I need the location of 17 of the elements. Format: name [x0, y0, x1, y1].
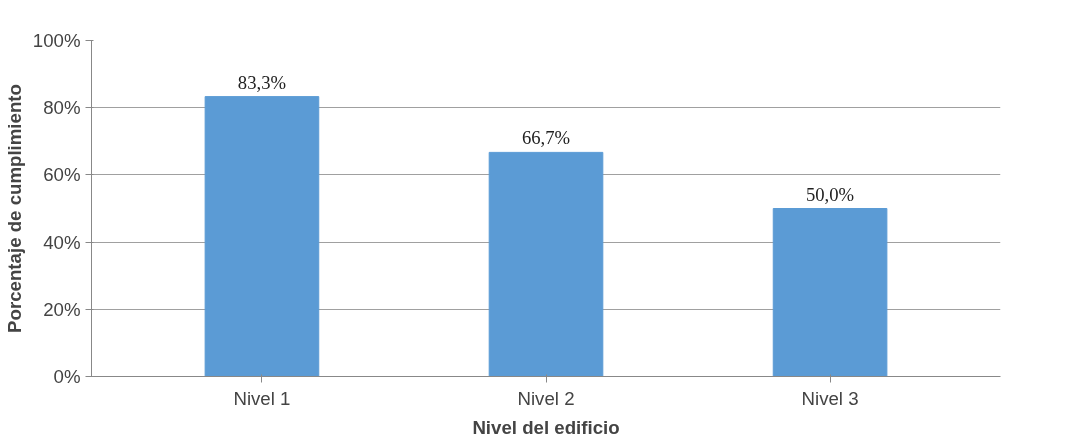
x-axis-title: Nivel del edificio	[472, 416, 620, 438]
y-tick-label: 20%	[43, 298, 81, 320]
y-axis-title: Porcentaje de cumplimiento	[3, 84, 25, 333]
y-tick-label: 0%	[53, 366, 81, 387]
y-tick-label: 40%	[43, 231, 81, 253]
data-label: 50,0%	[805, 183, 855, 205]
x-tick-label: Nivel 1	[233, 387, 291, 409]
data-label: 83,3%	[237, 71, 287, 93]
bar	[772, 208, 888, 377]
x-tick-label: Nivel 3	[801, 387, 859, 409]
x-tick-label: Nivel 2	[517, 387, 575, 409]
y-tick-label: 100%	[32, 30, 81, 51]
data-label: 66,7%	[521, 127, 571, 149]
y-tick-label: 80%	[43, 97, 81, 119]
y-tick-label: 60%	[43, 164, 81, 186]
bar	[204, 96, 320, 377]
bar	[488, 151, 604, 377]
